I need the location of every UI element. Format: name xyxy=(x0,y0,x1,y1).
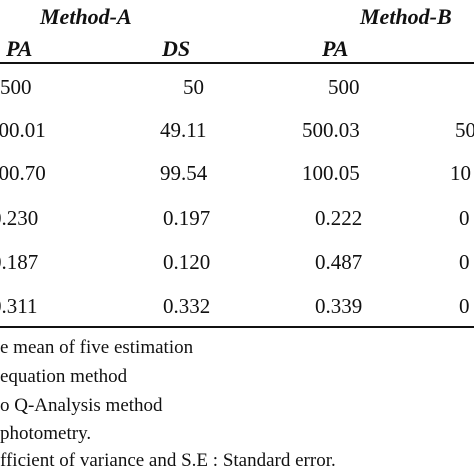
table-cell: 0.230 xyxy=(0,206,39,230)
table-cell: 0.197 xyxy=(163,206,211,230)
table-cell: 0.487 xyxy=(315,250,363,274)
table-cell: 500 xyxy=(0,75,32,99)
table-cell: 0 xyxy=(459,250,470,274)
header-rule xyxy=(0,62,474,64)
table-cell: 99.54 xyxy=(160,161,208,185)
table-cell: 0.187 xyxy=(0,250,39,274)
table-cell: 0.311 xyxy=(0,294,38,318)
table-cell: 100.70 xyxy=(0,161,46,185)
column-header-pa-a: PA xyxy=(6,36,33,61)
group-header-method-a: Method-A xyxy=(40,4,132,29)
table-cell: 0.332 xyxy=(163,294,211,318)
footnote: photometry. xyxy=(0,423,92,444)
table-cell: 100.05 xyxy=(302,161,360,185)
footnote: o Q-Analysis method xyxy=(0,395,163,416)
table-cell: 0.222 xyxy=(315,206,363,230)
table-cell: 0.120 xyxy=(163,250,211,274)
table-bottom-rule xyxy=(0,326,474,328)
table-cell: 500.03 xyxy=(302,118,360,142)
column-header-ds-a: DS xyxy=(162,36,191,61)
footnote: e mean of five estimation xyxy=(0,337,194,358)
table-cell: 49.11 xyxy=(160,118,207,142)
footnote: fficient of variance and S.E : Standard … xyxy=(0,450,336,471)
table-cell: 0 xyxy=(459,294,470,318)
table-cell: 500 xyxy=(328,75,360,99)
table-cell: 10 xyxy=(450,161,471,185)
column-header-pa-b: PA xyxy=(322,36,349,61)
table-cell: 0 xyxy=(459,206,470,230)
table-cell: 0.339 xyxy=(315,294,363,318)
table-cell: 50 xyxy=(455,118,474,142)
group-header-method-b: Method-B xyxy=(360,4,452,29)
footnote: equation method xyxy=(0,366,128,387)
table-cell: 50 xyxy=(183,75,204,99)
table-cell: 500.01 xyxy=(0,118,46,142)
